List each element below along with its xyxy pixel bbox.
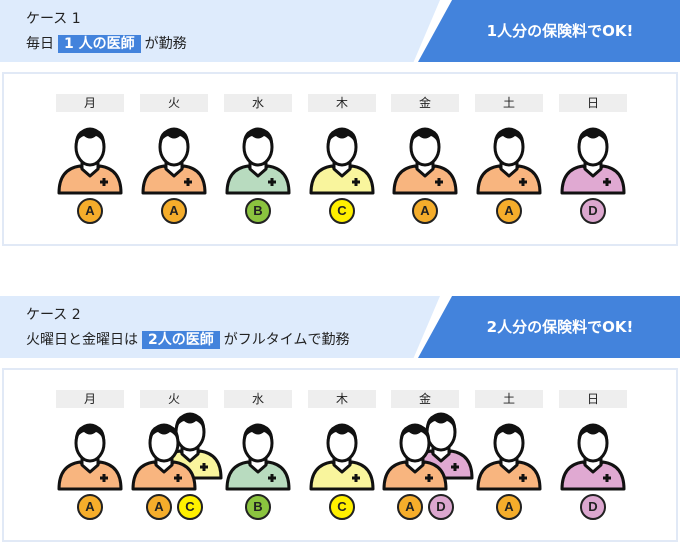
- doctor-badge: A: [77, 198, 103, 224]
- day-label: 土: [475, 94, 543, 112]
- banner-background: [418, 0, 680, 62]
- doctor-badge: A: [397, 494, 423, 520]
- doctor-badge: A: [496, 494, 522, 520]
- doctor-icon: [308, 125, 376, 201]
- doctor-icon: [56, 125, 124, 201]
- description-highlight: 2人の医師: [142, 331, 220, 349]
- day-label: 月: [56, 390, 124, 408]
- day-label: 日: [559, 94, 627, 112]
- case-header: ケース 2 火曜日と金曜日は 2人の医師 がフルタイムで勤務 2人分の保険料でOK!: [0, 296, 680, 358]
- day-label: 土: [475, 390, 543, 408]
- doctor-badge: A: [412, 198, 438, 224]
- schedule-panel: 月 A 火 A 水 B 木 C 金 A 土 A 日 D: [2, 72, 678, 246]
- doctor-icon: [475, 421, 543, 497]
- description-text: が勤務: [144, 36, 187, 52]
- doctor-icon: [140, 125, 208, 201]
- doctor-badge: D: [580, 198, 606, 224]
- case-title: ケース 2: [26, 307, 81, 323]
- day-label: 火: [140, 94, 208, 112]
- day-label: 月: [56, 94, 124, 112]
- doctor-icon: [475, 125, 543, 201]
- doctor-badge: A: [146, 494, 172, 520]
- case-description: 火曜日と金曜日は 2人の医師 がフルタイムで勤務: [26, 329, 349, 349]
- doctor-badge: A: [496, 198, 522, 224]
- day-label: 金: [391, 390, 459, 408]
- description-text: 毎日: [26, 36, 54, 52]
- case-title: ケース 1: [26, 11, 81, 27]
- insurance-banner: 2人分の保険料でOK!: [486, 318, 634, 336]
- doctor-icon: [308, 421, 376, 497]
- description-text: がフルタイムで勤務: [223, 332, 350, 348]
- doctor-icon: [559, 421, 627, 497]
- day-label: 火: [140, 390, 208, 408]
- doctor-badge: C: [177, 494, 203, 520]
- banner-background: [418, 296, 680, 358]
- day-label: 金: [391, 94, 459, 112]
- doctor-badge: B: [245, 198, 271, 224]
- header-background: [0, 296, 440, 358]
- doctor-icon: [224, 421, 292, 497]
- day-label: 水: [224, 94, 292, 112]
- doctor-icon: [559, 125, 627, 201]
- case-description: 毎日 1 人の医師 が勤務: [26, 33, 187, 53]
- day-label: 日: [559, 390, 627, 408]
- day-label: 木: [308, 390, 376, 408]
- doctor-badge: B: [245, 494, 271, 520]
- doctor-icon: [56, 421, 124, 497]
- insurance-banner: 1人分の保険料でOK!: [486, 22, 634, 40]
- case-header: ケース 1 毎日 1 人の医師 が勤務 1人分の保険料でOK!: [0, 0, 680, 62]
- description-highlight: 1 人の医師: [58, 35, 141, 53]
- doctor-icon: [130, 421, 198, 497]
- doctor-badge: A: [77, 494, 103, 520]
- doctor-badge: C: [329, 494, 355, 520]
- doctor-badge: D: [580, 494, 606, 520]
- doctor-badge: A: [161, 198, 187, 224]
- day-label: 木: [308, 94, 376, 112]
- doctor-badge: D: [428, 494, 454, 520]
- doctor-icon: [224, 125, 292, 201]
- day-label: 水: [224, 390, 292, 408]
- doctor-badge: C: [329, 198, 355, 224]
- description-text: 火曜日と金曜日は: [26, 332, 138, 348]
- doctor-icon: [381, 421, 449, 497]
- doctor-icon: [391, 125, 459, 201]
